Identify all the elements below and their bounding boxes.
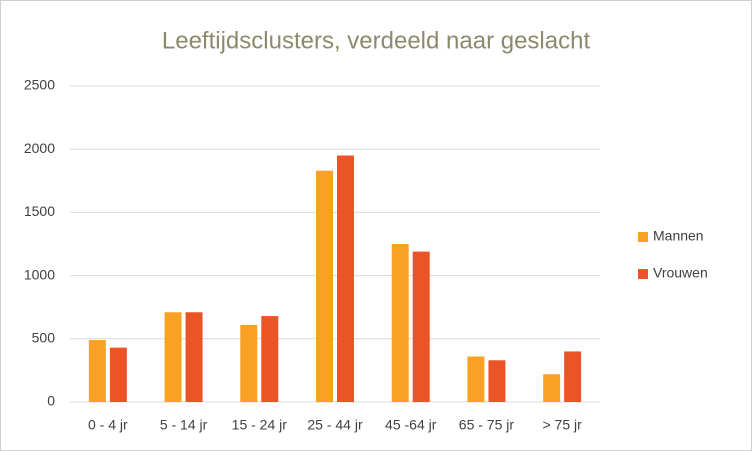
y-tick-label: 1500	[24, 203, 55, 219]
y-tick-label: 1000	[24, 266, 55, 282]
x-tick-label: 25 - 44 jr	[307, 417, 363, 433]
y-tick-label: 500	[32, 330, 56, 346]
bar	[337, 155, 354, 402]
y-tick-label: 0	[47, 393, 55, 409]
bar	[164, 312, 182, 402]
bar	[391, 244, 409, 402]
legend-label: Vrouwen	[653, 265, 708, 281]
x-tick-label: 45 -64 jr	[385, 417, 437, 433]
bar	[109, 347, 127, 402]
bar	[488, 360, 506, 402]
bar	[261, 316, 279, 402]
legend-swatch	[638, 269, 648, 279]
bar	[316, 170, 333, 402]
x-tick-label: 65 - 75 jr	[459, 417, 515, 433]
legend-swatch	[638, 232, 648, 242]
legend-label: Mannen	[653, 228, 704, 244]
y-tick-label: 2000	[24, 140, 55, 156]
bar	[564, 351, 582, 402]
bar	[88, 340, 106, 402]
bar	[467, 356, 485, 402]
x-tick-label: 5 - 14 jr	[160, 417, 208, 433]
bar	[543, 374, 561, 402]
x-tick-label: 15 - 24 jr	[232, 417, 288, 433]
chart-title: Leeftijdsclusters, verdeeld naar geslach…	[162, 27, 591, 54]
y-tick-label: 2500	[24, 77, 55, 93]
bar	[240, 324, 258, 402]
bar	[185, 312, 203, 402]
x-tick-label: 0 - 4 jr	[88, 417, 128, 433]
bar	[412, 251, 430, 402]
x-tick-label: > 75 jr	[542, 417, 582, 433]
